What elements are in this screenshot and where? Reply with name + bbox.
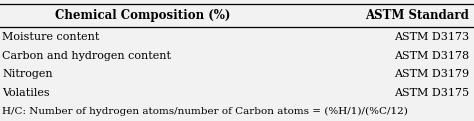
Text: H/C: Number of hydrogen atoms/number of Carbon atoms = (%H/1)/(%C/12): H/C: Number of hydrogen atoms/number of … xyxy=(2,107,408,116)
Text: ASTM D3179: ASTM D3179 xyxy=(394,69,469,79)
Text: ASTM D3173: ASTM D3173 xyxy=(394,32,469,42)
Text: Chemical Composition (%): Chemical Composition (%) xyxy=(55,9,230,22)
Text: Volatiles: Volatiles xyxy=(2,88,50,98)
Text: ASTM Standard: ASTM Standard xyxy=(365,9,469,22)
Text: ASTM D3178: ASTM D3178 xyxy=(394,51,469,61)
Text: Nitrogen: Nitrogen xyxy=(2,69,53,79)
Text: Carbon and hydrogen content: Carbon and hydrogen content xyxy=(2,51,172,61)
Text: ASTM D3175: ASTM D3175 xyxy=(394,88,469,98)
Text: Moisture content: Moisture content xyxy=(2,32,100,42)
